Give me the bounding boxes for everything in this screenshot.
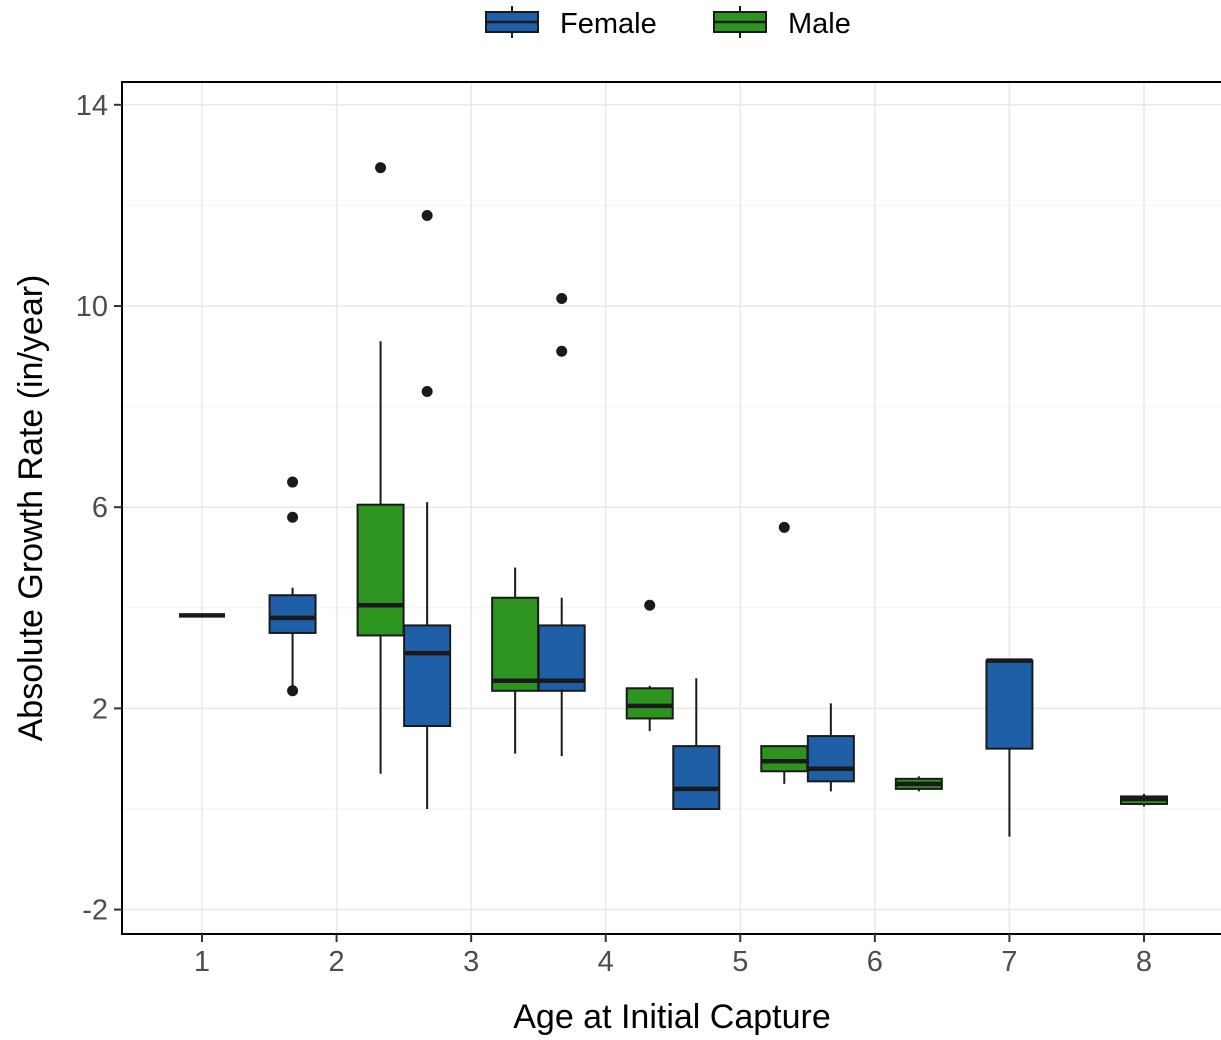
x-tick-label: 3 [463,946,479,978]
x-tick-label: 4 [598,946,614,978]
box-body [672,745,721,810]
gridlines [122,82,1221,934]
box-male-age-4 [625,599,674,732]
legend-item-female: Female [485,6,657,40]
box-body [806,735,855,783]
y-tick-label: 2 [92,693,108,725]
y-tick-label: 10 [76,291,108,323]
box-female-age-5 [672,678,721,810]
box-male-age-2 [356,162,405,774]
legend-label: Male [788,8,851,40]
plot-panel-border [121,81,1221,935]
box-female-age-7 [985,658,1034,837]
box-female-age-3 [403,209,452,809]
x-axis-title: Age at Initial Capture [513,998,831,1036]
plot-marks [179,162,1168,837]
outlier-point [421,209,433,221]
x-tick-label: 1 [194,946,210,978]
legend-item-male: Male [713,6,851,40]
outlier-point [375,162,387,174]
outlier-point [421,386,433,398]
box-male-age-6 [894,776,943,792]
x-tick-label: 8 [1136,946,1152,978]
outlier-point [287,476,299,488]
box-female-age-4 [537,292,586,757]
box-body [625,687,674,720]
x-tick-label: 6 [867,946,883,978]
outlier-point [778,521,790,533]
outlier-point [287,685,299,697]
series-male [356,162,1168,807]
outlier-point [556,292,568,304]
outlier-point [556,345,568,357]
box-body [268,594,317,634]
y-axis-title: Absolute Growth Rate (in/year) [12,275,50,742]
box-male-age-5 [760,521,809,784]
box-body [356,503,405,637]
box-body [985,659,1034,750]
axes: -2 2 6 10 14 1 2 3 4 5 6 7 8 [76,90,1152,978]
x-tick-label: 5 [732,946,748,978]
box-male-age-3 [491,567,540,754]
x-tick-label: 2 [328,946,344,978]
box-male-age-8 [1119,793,1168,807]
y-tick-label: -2 [82,895,108,927]
y-tick-label: 6 [92,492,108,524]
box-body [491,596,540,692]
series-female [179,209,1034,837]
legend-label: Female [560,8,657,40]
outlier-point [644,599,656,611]
x-tick-label: 7 [1001,946,1017,978]
box-body [760,745,809,773]
legend: Female Male [485,6,851,40]
box-female-age-6 [806,703,855,792]
box-female-age-2 [268,476,317,697]
y-tick-label: 14 [76,90,108,122]
box-body [403,624,452,728]
outlier-point [287,511,299,523]
